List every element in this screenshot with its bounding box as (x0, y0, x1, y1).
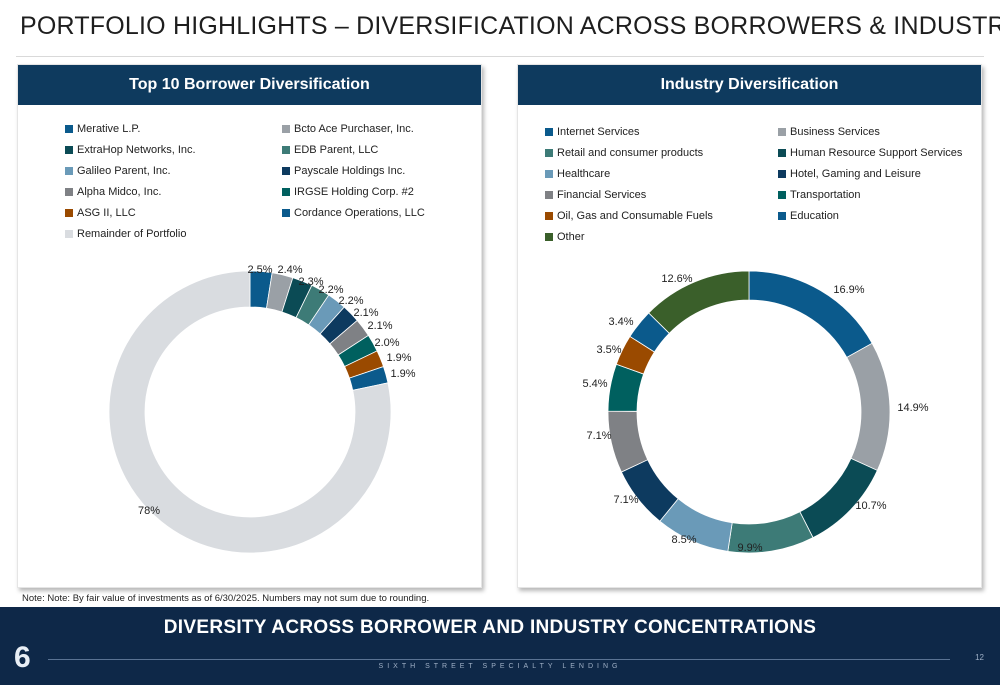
data-label-education: 3.4% (608, 316, 633, 328)
data-label-human-resource-support-services: 10.7% (855, 500, 886, 512)
slice-remainder-of-portfolio (108, 270, 392, 554)
slice-other (648, 270, 750, 334)
footnote: Note: Note: By fair value of investments… (22, 593, 430, 604)
industry-chart-title: Industry Diversification (518, 65, 981, 105)
data-label-transportation: 5.4% (582, 378, 607, 390)
footer-message: DIVERSITY ACROSS BORROWER AND INDUSTRY C… (163, 617, 817, 638)
data-label-alpha-midco-inc: 2.1% (367, 320, 392, 332)
data-label-remainder-of-portfolio: 78% (138, 505, 160, 517)
page-number: 12 (975, 653, 984, 662)
data-label-galileo-parent-inc: 2.2% (338, 295, 363, 307)
data-label-business-services: 14.9% (897, 402, 928, 414)
data-label-hotel-gaming-and-leisure: 7.1% (613, 494, 638, 506)
slice-business-services (846, 342, 891, 471)
data-label-financial-services: 7.1% (586, 430, 611, 442)
company-logo: 6 (14, 641, 31, 674)
borrower-chart-title: Top 10 Borrower Diversification (18, 65, 481, 105)
industry-donut-chart: 16.9% 14.9% 10.7% 9.9% 8.5% 7.1% 7.1% 5.4% 3.5% 3… (582, 270, 929, 554)
data-label-asg-ii-llc: 1.9% (386, 352, 411, 364)
data-label-edb-parent-llc: 2.2% (318, 284, 343, 296)
borrower-chart-panel: Top 10 Borrower Diversification Merative… (17, 64, 482, 588)
data-label-bcto-ace-purchaser-inc: 2.4% (277, 264, 302, 276)
borrower-donut-chart: 2.5% 2.4%2.3%2.2%2.2%2.1%2.1%2.0%1.9%1.9%… (108, 264, 416, 554)
page-title: PORTFOLIO HIGHLIGHTS – DIVERSIFICATION A… (20, 12, 1000, 40)
data-label-oil-gas-and-consumable-fuels: 3.5% (596, 344, 621, 356)
data-label-cordance-operations-llc: 1.9% (390, 368, 415, 380)
industry-chart-panel: Industry Diversification Internet Servic… (517, 64, 982, 588)
data-label-payscale-holdings-inc: 2.1% (353, 307, 378, 319)
data-label-other: 12.6% (661, 273, 692, 285)
slice-financial-services (607, 410, 649, 473)
slice-human-resource-support-services (799, 457, 878, 539)
title-divider (16, 56, 984, 57)
data-label-retail-and-consumer-products: 9.9% (737, 542, 762, 554)
footer-banner: DIVERSITY ACROSS BORROWER AND INDUSTRY C… (0, 607, 1000, 685)
data-label-internet-services: 16.9% (833, 284, 864, 296)
data-label-merative-l-p: 2.5% (247, 264, 272, 276)
data-label-irgse-holding-corp-2: 2.0% (374, 337, 399, 349)
data-label-healthcare: 8.5% (671, 534, 696, 546)
data-label-extrahop-networks-inc: 2.3% (298, 276, 323, 288)
footer-divider (48, 659, 950, 660)
footer-brand: SIXTH STREET SPECIALTY LENDING (378, 663, 622, 670)
